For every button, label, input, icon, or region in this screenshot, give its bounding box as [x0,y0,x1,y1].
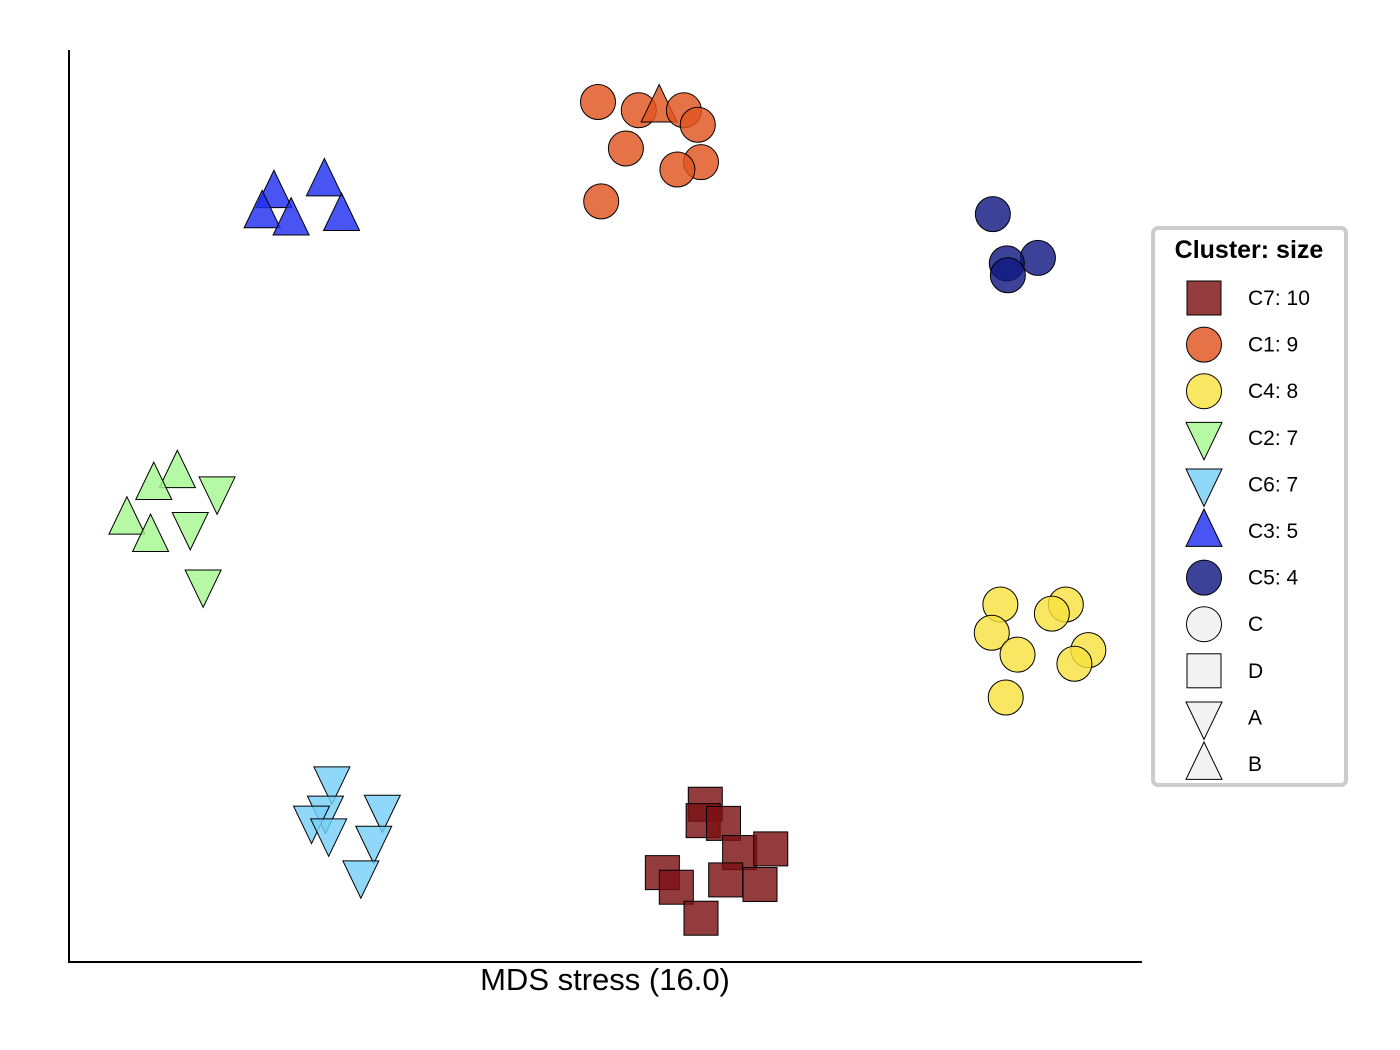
legend-label: C6: 7 [1248,473,1298,496]
legend-item: B [1185,740,1262,780]
point-c5-4 [989,257,1026,294]
plot-area [68,50,1142,963]
legend-label: B [1248,753,1262,776]
legend-marker-triangle-down [1185,701,1223,741]
legend-frame [1151,226,1348,787]
point-c4-4 [973,614,1010,651]
point-c2-4 [108,495,146,535]
legend-item: A [1185,701,1262,741]
legend-item: C [1186,606,1263,643]
point-c7-3 [706,805,742,841]
point-c1-5 [679,106,716,143]
point-c5-1 [974,196,1011,233]
point-c6-5 [309,818,348,858]
point-c2-1 [158,449,197,489]
legend-item: D [1186,653,1263,689]
legend-marker-square [1186,280,1222,316]
legend-marker-triangle-down [1185,468,1223,508]
legend-marker-triangle-up [1185,740,1223,780]
point-c2-6 [131,512,170,552]
point-c3-1 [305,157,344,197]
legend-label: C5: 4 [1248,567,1299,590]
legend-item: C3: 5 [1185,507,1298,547]
series-c7 [644,786,789,936]
point-c2-7 [184,569,222,609]
x-axis-label: MDS stress (16.0) [480,962,730,997]
legend-label: D [1248,660,1263,683]
point-c4-5 [999,636,1036,673]
point-c6-3 [363,794,402,834]
point-c1-1 [579,83,616,120]
legend-marker-circle [1186,373,1222,410]
point-c4-7 [1056,645,1093,682]
legend-label: C [1248,613,1263,636]
point-c6-6 [354,825,393,865]
legend-marker-square [1186,653,1222,689]
legend-items: C7: 10 C1: 9 C4: 8 C2: 7 C6: 7 C3: 5 C5: 4 C DA B [1185,280,1310,780]
legend-marker-triangle-up [1185,507,1223,547]
points-layer [108,83,1107,936]
legend-label: C1: 9 [1248,334,1298,357]
legend-label: C3: 5 [1248,520,1298,543]
point-c7-7 [658,869,694,905]
legend-item: C7: 10 [1186,280,1310,316]
point-c3-5 [272,196,310,236]
point-c3-4 [322,191,361,231]
point-c7-5 [753,831,789,867]
point-c7-8 [708,862,744,898]
legend-marker-circle [1186,606,1222,643]
point-c2-3 [198,476,236,516]
point-c7-10 [683,900,719,936]
legend-marker-circle [1186,559,1222,596]
legend-label: C7: 10 [1248,287,1310,310]
legend-item: C4: 8 [1186,373,1298,410]
series-c4 [973,586,1107,716]
point-c6-1 [313,766,351,806]
series-c1 [579,83,719,220]
point-c3-3 [243,189,281,229]
point-c4-3 [1033,595,1070,632]
legend-item: C1: 9 [1186,326,1298,363]
point-c2-5 [171,511,210,552]
point-c6-7 [342,860,380,900]
legend: Cluster: size C7: 10 C1: 9 C4: 8 C2: 7 C6: 7… [1151,226,1348,787]
legend-marker-circle [1186,326,1222,363]
legend-label: C4: 8 [1248,380,1298,403]
legend-label: C2: 7 [1248,427,1298,450]
series-c2 [108,449,236,609]
legend-marker-triangle-down [1185,421,1223,461]
point-c1-8 [659,151,696,188]
series-c3 [243,157,361,236]
point-c1-9 [583,183,620,220]
point-c4-8 [987,679,1024,716]
legend-label: A [1248,706,1262,729]
series-c5 [974,196,1056,294]
legend-item: C6: 7 [1185,468,1298,508]
legend-title: Cluster: size [1175,236,1324,264]
point-c5-2 [1019,239,1056,276]
point-c7-9 [742,866,778,902]
legend-item: C2: 7 [1185,421,1298,461]
legend-item: C5: 4 [1186,559,1299,596]
point-c1-6 [607,130,644,167]
point-c2-2 [134,460,173,501]
series-c6 [292,766,402,900]
